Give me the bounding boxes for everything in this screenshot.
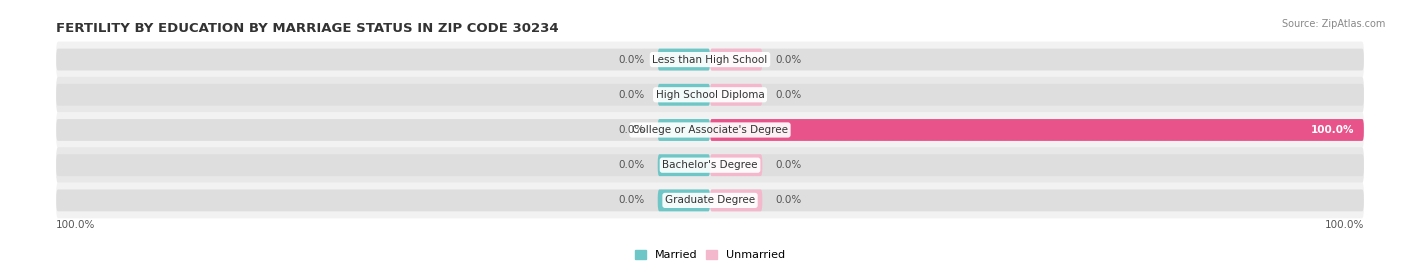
- Text: 100.0%: 100.0%: [1324, 220, 1364, 230]
- Text: FERTILITY BY EDUCATION BY MARRIAGE STATUS IN ZIP CODE 30234: FERTILITY BY EDUCATION BY MARRIAGE STATU…: [56, 22, 558, 35]
- Text: 0.0%: 0.0%: [619, 195, 644, 205]
- FancyBboxPatch shape: [658, 154, 710, 176]
- Text: High School Diploma: High School Diploma: [655, 90, 765, 100]
- FancyBboxPatch shape: [710, 119, 1364, 141]
- FancyBboxPatch shape: [56, 154, 710, 176]
- FancyBboxPatch shape: [710, 189, 762, 211]
- FancyBboxPatch shape: [56, 84, 710, 106]
- Text: 0.0%: 0.0%: [776, 160, 801, 170]
- FancyBboxPatch shape: [56, 119, 710, 141]
- FancyBboxPatch shape: [658, 49, 710, 70]
- FancyBboxPatch shape: [56, 189, 710, 211]
- FancyBboxPatch shape: [710, 49, 762, 70]
- FancyBboxPatch shape: [710, 154, 762, 176]
- Text: 0.0%: 0.0%: [619, 160, 644, 170]
- Text: 0.0%: 0.0%: [619, 55, 644, 65]
- Text: 0.0%: 0.0%: [776, 195, 801, 205]
- Text: 0.0%: 0.0%: [619, 90, 644, 100]
- FancyBboxPatch shape: [658, 119, 710, 141]
- Text: Source: ZipAtlas.com: Source: ZipAtlas.com: [1281, 19, 1385, 29]
- Legend: Married, Unmarried: Married, Unmarried: [630, 245, 790, 265]
- Text: 0.0%: 0.0%: [776, 90, 801, 100]
- FancyBboxPatch shape: [710, 84, 762, 106]
- FancyBboxPatch shape: [710, 154, 1364, 176]
- FancyBboxPatch shape: [710, 189, 1364, 211]
- FancyBboxPatch shape: [710, 119, 1364, 141]
- FancyBboxPatch shape: [56, 77, 1364, 113]
- FancyBboxPatch shape: [710, 84, 1364, 106]
- Text: 0.0%: 0.0%: [776, 55, 801, 65]
- FancyBboxPatch shape: [56, 112, 1364, 148]
- FancyBboxPatch shape: [56, 147, 1364, 183]
- Text: College or Associate's Degree: College or Associate's Degree: [633, 125, 787, 135]
- FancyBboxPatch shape: [658, 189, 710, 211]
- Text: Less than High School: Less than High School: [652, 55, 768, 65]
- Text: 100.0%: 100.0%: [1310, 125, 1354, 135]
- Text: Graduate Degree: Graduate Degree: [665, 195, 755, 205]
- FancyBboxPatch shape: [710, 49, 1364, 70]
- FancyBboxPatch shape: [56, 49, 710, 70]
- Text: Bachelor's Degree: Bachelor's Degree: [662, 160, 758, 170]
- Text: 0.0%: 0.0%: [619, 125, 644, 135]
- FancyBboxPatch shape: [56, 183, 1364, 218]
- FancyBboxPatch shape: [658, 84, 710, 106]
- Text: 100.0%: 100.0%: [56, 220, 96, 230]
- FancyBboxPatch shape: [56, 42, 1364, 77]
